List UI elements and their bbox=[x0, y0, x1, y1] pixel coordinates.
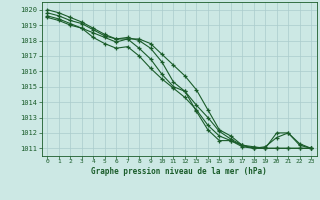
X-axis label: Graphe pression niveau de la mer (hPa): Graphe pression niveau de la mer (hPa) bbox=[91, 167, 267, 176]
